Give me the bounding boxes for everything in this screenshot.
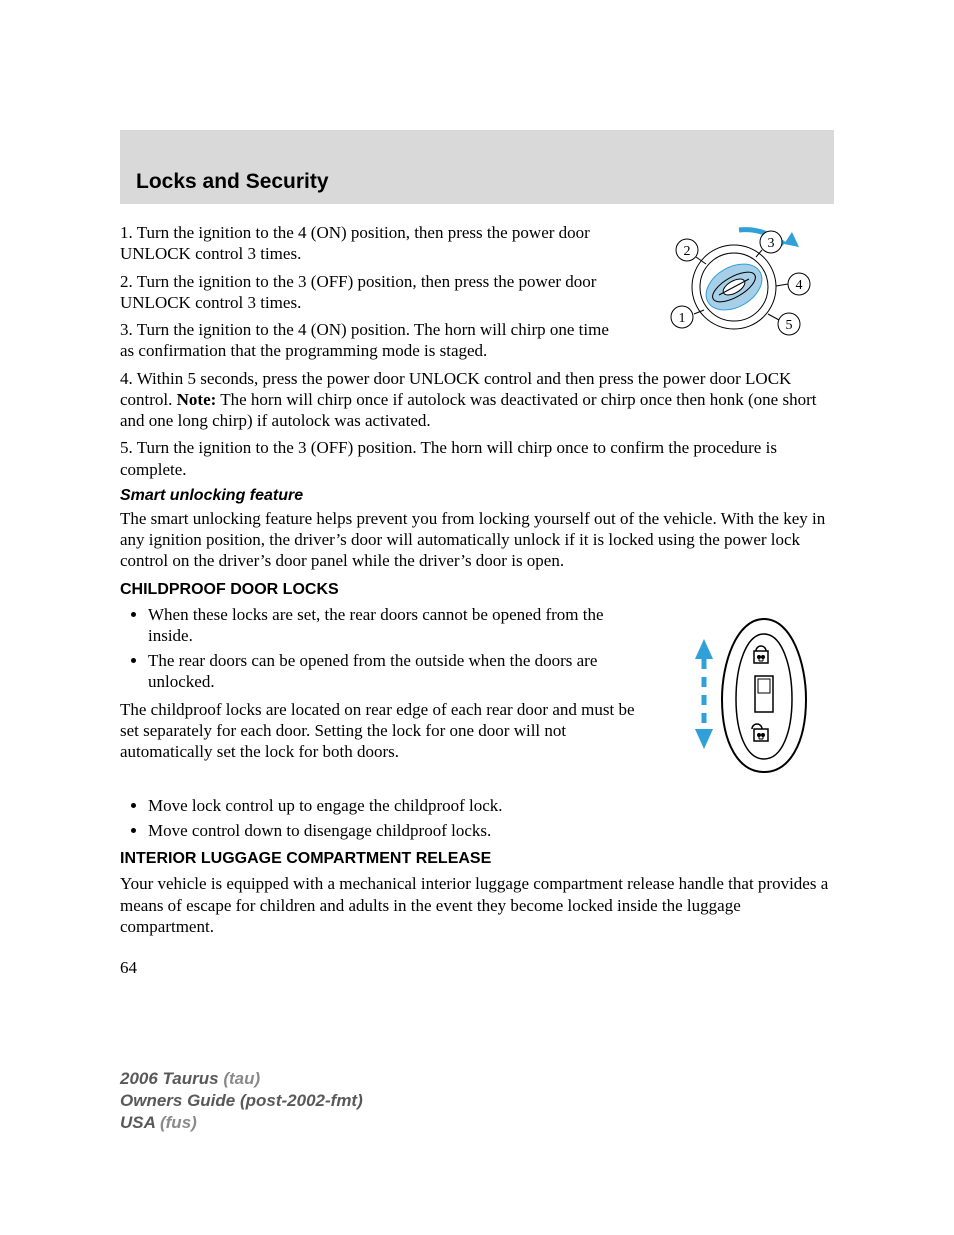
- step-4-post: The horn will chirp once if autolock was…: [120, 390, 816, 430]
- footer-line-3: USA (fus): [120, 1112, 834, 1134]
- footer-line-1: 2006 Taurus (tau): [120, 1068, 834, 1090]
- smart-unlock-heading: Smart unlocking feature: [120, 486, 834, 506]
- childproof-bullets-2: Move lock control up to engage the child…: [120, 795, 834, 842]
- page-number: 64: [120, 957, 834, 978]
- svg-text:1: 1: [679, 311, 686, 326]
- svg-text:3: 3: [768, 236, 775, 251]
- step-4-note-label: Note:: [177, 390, 217, 409]
- svg-text:2: 2: [684, 244, 691, 259]
- list-item: Move lock control up to engage the child…: [148, 795, 834, 816]
- childproof-heading: CHILDPROOF DOOR LOCKS: [120, 580, 834, 600]
- step-5: 5. Turn the ignition to the 3 (OFF) posi…: [120, 437, 834, 480]
- list-item: Move control down to disengage childproo…: [148, 820, 834, 841]
- interior-heading: INTERIOR LUGGAGE COMPARTMENT RELEASE: [120, 849, 834, 869]
- body-text: 1 2 3 4 5 1. Turn the ignition to the 4 …: [120, 222, 834, 1135]
- step-4: 4. Within 5 seconds, press the power doo…: [120, 368, 834, 432]
- page-container: Locks and Security 1 2: [0, 0, 954, 1195]
- footer-region-code: (fus): [155, 1113, 197, 1132]
- childlock-diagram: [664, 604, 834, 789]
- footer-line-2: Owners Guide (post-2002-fmt): [120, 1090, 834, 1112]
- svg-text:4: 4: [796, 278, 803, 293]
- footer-model-code: (tau): [219, 1069, 261, 1088]
- ignition-diagram: 1 2 3 4 5: [634, 222, 834, 357]
- footer-model: 2006 Taurus: [120, 1069, 219, 1088]
- interior-para: Your vehicle is equipped with a mechanic…: [120, 873, 834, 937]
- section-header-bar: Locks and Security: [120, 130, 834, 204]
- footer-region: USA: [120, 1113, 155, 1132]
- svg-text:5: 5: [786, 318, 793, 333]
- smart-unlock-para: The smart unlocking feature helps preven…: [120, 508, 834, 572]
- footer-block: 2006 Taurus (tau) Owners Guide (post-200…: [120, 1068, 834, 1134]
- section-title: Locks and Security: [136, 170, 818, 194]
